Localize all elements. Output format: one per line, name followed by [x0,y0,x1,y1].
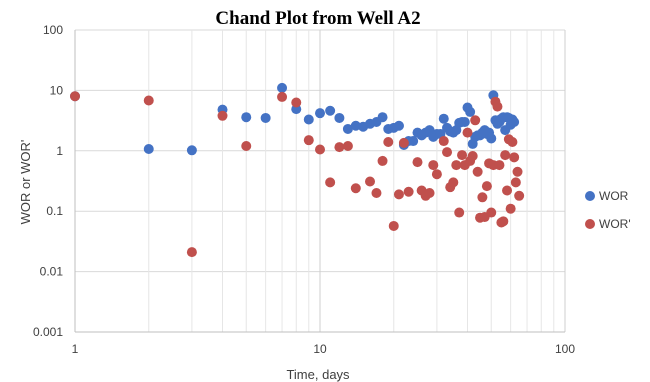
wor-point [342,123,353,134]
wor-point [509,116,520,127]
wor-prime-point [467,151,478,162]
legend: WOR WOR' [585,189,631,231]
series-wor-prime [70,91,525,258]
plot-frame [74,30,565,333]
wor-point [277,82,288,93]
wor-prime-point [291,97,302,108]
wor-prime-point [371,188,382,199]
wor-point [377,112,388,123]
wor-prime-point [492,101,503,112]
wor-prime-point [509,152,520,163]
wor-prime-point [403,186,414,197]
wor-prime-point [486,207,497,218]
wor-prime-point [431,169,442,180]
wor-prime-point [462,127,473,138]
wor-prime-point [500,150,511,161]
wor-point [334,112,345,123]
y-tick-label: 1 [56,144,63,158]
wor-prime-point [472,166,483,177]
wor-prime-point [277,91,288,102]
x-tick-label: 100 [555,342,575,356]
wor-prime-point [325,177,336,188]
wor-point [465,106,476,117]
legend-label: WOR' [599,217,631,231]
y-tick-label: 0.01 [40,265,64,279]
series-wor [70,82,520,156]
wor-point [186,145,197,156]
wor-prime-point [505,203,516,214]
wor-prime-point [388,220,399,231]
y-tick-label: 10 [50,83,64,97]
wor-prime-point [315,144,325,155]
wor-point [325,105,336,116]
wor-point [486,133,497,144]
data-points [70,82,525,258]
wor-prime-point [70,91,80,102]
y-tick-label: 100 [43,23,63,37]
wor-prime-point [428,160,439,171]
wor-prime-point [470,115,481,126]
gridlines [74,29,566,333]
y-axis-ticks: 0.001 0.01 0.1 1 10 100 [33,23,63,339]
wor-prime-point [186,247,197,258]
legend-label: WOR [599,189,629,203]
wor-prime-point [143,95,154,106]
wor-prime-point [454,207,465,218]
wor-point [393,120,404,131]
x-axis-label: Time, days [286,367,350,382]
wor-prime-point [334,142,345,153]
wor-prime-point [451,160,462,171]
wor-prime-point [303,135,314,146]
wor-prime-point [457,150,468,161]
wor-prime-point [241,141,252,152]
wor-point [303,114,314,125]
wor-prime-point [507,136,518,147]
wor-prime-point [510,177,521,188]
wor-point [438,113,449,124]
wor-prime-point [424,188,435,199]
wor-point [459,116,470,127]
y-tick-label: 0.1 [46,204,63,218]
wor-prime-point [481,181,492,192]
wor-prime-point [383,136,394,147]
wor-prime-point [350,183,361,194]
wor-prime-point [512,166,523,177]
wor-prime-point [365,176,376,187]
wor-prime-point [494,160,505,171]
wor-point [241,112,252,123]
wor-prime-point [448,177,459,188]
legend-marker [585,191,595,201]
y-axis-label: WOR or WOR' [18,140,33,225]
wor-prime-point [342,141,353,152]
wor-prime-point [217,110,228,121]
wor-prime-point [442,147,453,158]
wor-prime-point [514,190,525,201]
wor-prime-point [398,137,409,148]
y-tick-label: 0.001 [33,325,63,339]
wor-point [408,136,419,147]
wor-prime-point [412,157,423,168]
x-tick-label: 1 [72,342,79,356]
wor-prime-point [502,185,513,196]
wor-prime-point [393,189,404,200]
wor-prime-point [438,136,449,147]
wor-point [260,112,271,123]
chart-title: Chand Plot from Well A2 [215,8,420,29]
wor-prime-point [498,216,509,227]
wor-point [143,144,154,155]
wor-point [350,120,361,131]
x-axis-ticks: 1 10 100 [72,342,576,356]
x-tick-label: 10 [313,342,327,356]
wor-prime-point [477,192,488,203]
wor-prime-point [377,155,388,166]
wor-point [315,108,325,119]
legend-marker [585,219,595,229]
